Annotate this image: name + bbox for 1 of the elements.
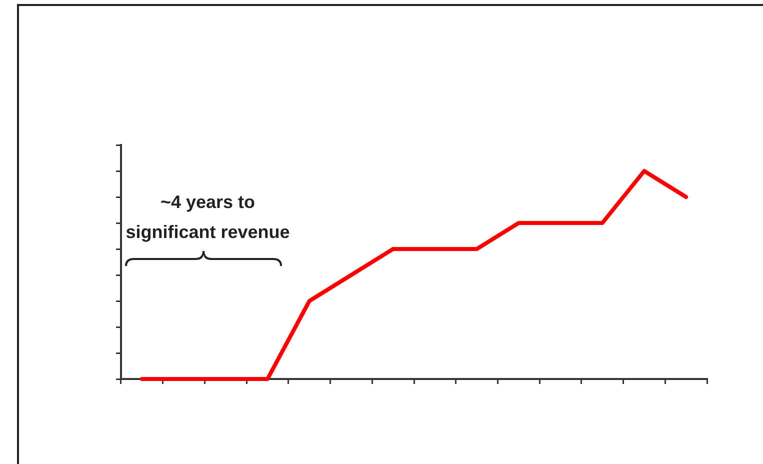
annotation: ~4 years to significant revenue <box>126 192 290 242</box>
